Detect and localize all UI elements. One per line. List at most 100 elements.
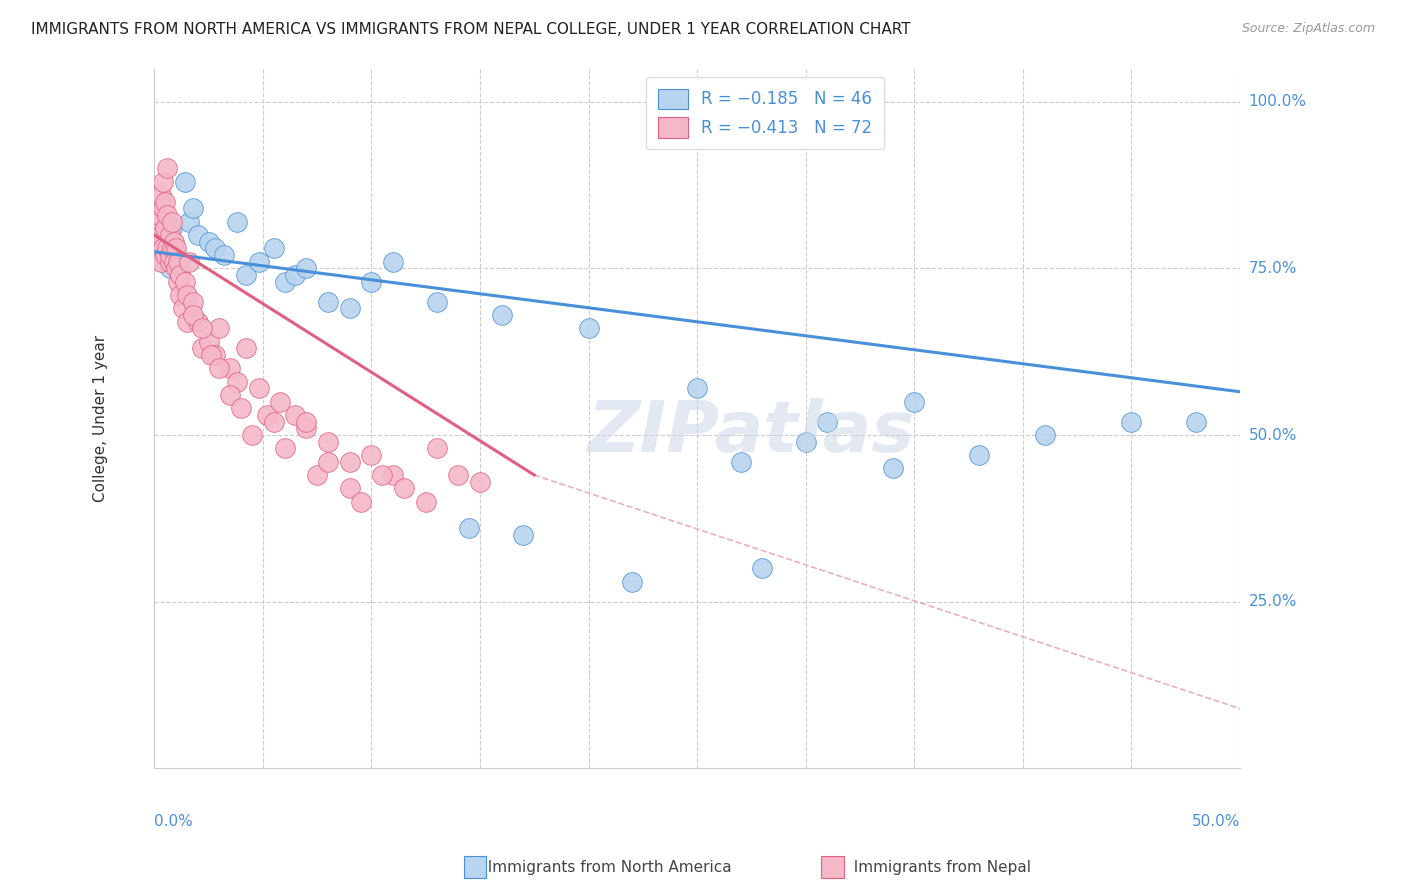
Point <box>686 381 709 395</box>
Point <box>177 254 200 268</box>
Point <box>148 242 170 256</box>
Point <box>382 254 405 268</box>
Point <box>426 294 449 309</box>
Point <box>191 321 214 335</box>
Point <box>200 348 222 362</box>
Point <box>969 448 991 462</box>
Point <box>156 208 179 222</box>
Point <box>316 434 339 449</box>
Point <box>169 288 191 302</box>
Point <box>173 275 195 289</box>
Point <box>426 442 449 456</box>
Point <box>339 301 361 316</box>
Point <box>225 215 247 229</box>
Point <box>208 361 231 376</box>
Point <box>219 361 242 376</box>
Point <box>160 221 183 235</box>
Point <box>187 315 209 329</box>
Point <box>149 254 172 268</box>
Point <box>751 561 773 575</box>
Point <box>163 235 186 249</box>
Point <box>269 394 291 409</box>
Point <box>176 315 198 329</box>
Point <box>730 455 752 469</box>
Point <box>152 175 174 189</box>
Point <box>468 475 491 489</box>
Point <box>159 261 181 276</box>
Point <box>815 415 838 429</box>
Point <box>360 275 382 289</box>
Point <box>273 442 295 456</box>
Point <box>149 228 172 243</box>
Point <box>307 468 329 483</box>
Point <box>153 221 176 235</box>
Text: College, Under 1 year: College, Under 1 year <box>93 334 107 502</box>
Point <box>273 275 295 289</box>
Point <box>165 248 187 262</box>
Point <box>149 228 172 243</box>
Point <box>204 348 226 362</box>
Point <box>247 381 270 395</box>
Point <box>169 254 191 268</box>
Point <box>1033 428 1056 442</box>
Point <box>225 375 247 389</box>
Point <box>316 455 339 469</box>
Point <box>235 268 257 282</box>
Point <box>339 455 361 469</box>
Point <box>1121 415 1143 429</box>
Point <box>295 261 318 276</box>
Point <box>153 194 176 209</box>
Point <box>415 494 437 508</box>
Point <box>284 268 307 282</box>
Point <box>173 175 195 189</box>
Point <box>156 235 179 249</box>
Text: 0.0%: 0.0% <box>155 814 193 829</box>
Point <box>167 254 190 268</box>
Point <box>360 448 382 462</box>
Point <box>235 342 257 356</box>
Point <box>176 288 198 302</box>
Text: Immigrants from North America: Immigrants from North America <box>478 860 731 874</box>
Point <box>165 242 187 256</box>
Legend: R = −0.185   N = 46, R = −0.413   N = 72: R = −0.185 N = 46, R = −0.413 N = 72 <box>647 77 884 149</box>
Point <box>371 468 394 483</box>
Point <box>349 494 371 508</box>
Point <box>159 248 181 262</box>
Point <box>794 434 817 449</box>
Point <box>240 428 263 442</box>
Text: 50.0%: 50.0% <box>1249 427 1296 442</box>
Point <box>159 228 181 243</box>
Point <box>163 254 186 268</box>
Point <box>191 342 214 356</box>
Point <box>447 468 470 483</box>
Point <box>284 408 307 422</box>
Point <box>172 301 194 316</box>
Point <box>458 521 481 535</box>
Point <box>163 242 186 256</box>
Point <box>177 215 200 229</box>
Point <box>903 394 925 409</box>
Point <box>183 308 205 322</box>
Point <box>187 228 209 243</box>
Point <box>152 242 174 256</box>
Point <box>491 308 513 322</box>
Point <box>148 208 170 222</box>
Point <box>212 248 235 262</box>
Point <box>159 254 181 268</box>
Point <box>197 334 219 349</box>
Point <box>295 421 318 435</box>
Point <box>149 188 172 202</box>
Text: 25.0%: 25.0% <box>1249 594 1296 609</box>
Point <box>197 235 219 249</box>
Point <box>512 528 534 542</box>
Point <box>160 242 183 256</box>
Point <box>208 321 231 335</box>
Text: ZIPatlas: ZIPatlas <box>588 398 915 467</box>
Point <box>882 461 904 475</box>
Point <box>165 261 187 276</box>
Point <box>339 482 361 496</box>
Point <box>169 268 191 282</box>
Point <box>247 254 270 268</box>
Point <box>382 468 405 483</box>
Text: IMMIGRANTS FROM NORTH AMERICA VS IMMIGRANTS FROM NEPAL COLLEGE, UNDER 1 YEAR COR: IMMIGRANTS FROM NORTH AMERICA VS IMMIGRA… <box>31 22 911 37</box>
